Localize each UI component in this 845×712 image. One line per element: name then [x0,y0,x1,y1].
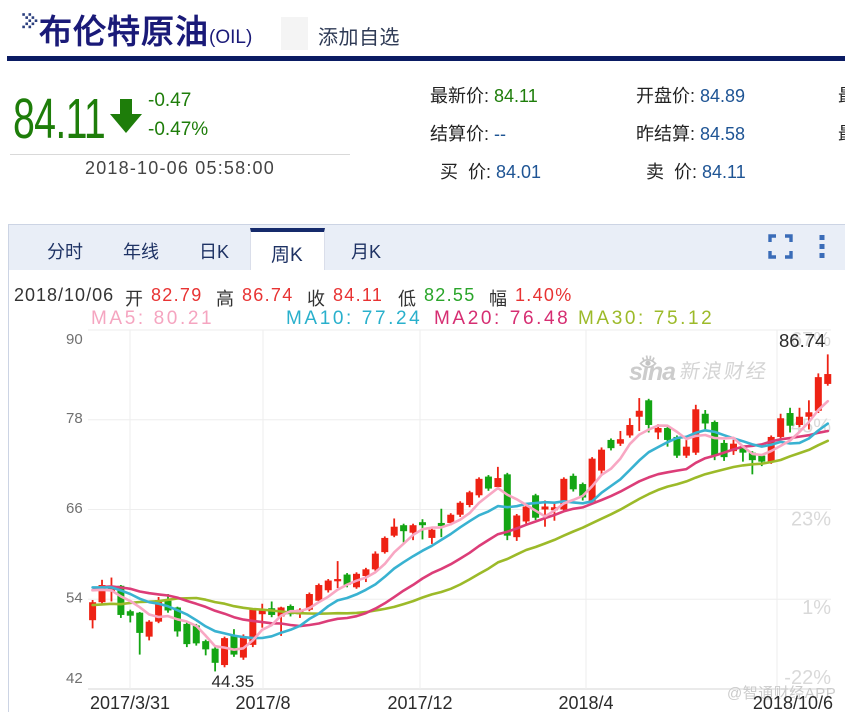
svg-text:sina: sina [629,358,676,386]
svg-text:44.35: 44.35 [212,672,255,691]
svg-text:86.74: 86.74 [779,330,825,351]
svg-text:66: 66 [66,500,83,517]
svg-text:-22%: -22% [784,667,831,689]
svg-text:2017/12: 2017/12 [387,693,452,712]
svg-text:67%: 67% [791,329,831,351]
svg-text:新浪财经: 新浪财经 [678,360,770,383]
svg-text:54: 54 [66,590,83,607]
svg-text:@智通财经APP: @智通财经APP [727,684,836,702]
svg-text:2018/4: 2018/4 [558,693,613,712]
svg-text:23%: 23% [791,509,831,531]
svg-text:78: 78 [66,410,83,427]
svg-text:2017/3/31: 2017/3/31 [90,693,170,712]
svg-text:42: 42 [66,670,83,687]
svg-text:90: 90 [66,331,83,348]
svg-text:1%: 1% [802,597,831,619]
svg-text:2017/8: 2017/8 [235,693,290,712]
svg-text:2018/10/6: 2018/10/6 [753,693,833,712]
